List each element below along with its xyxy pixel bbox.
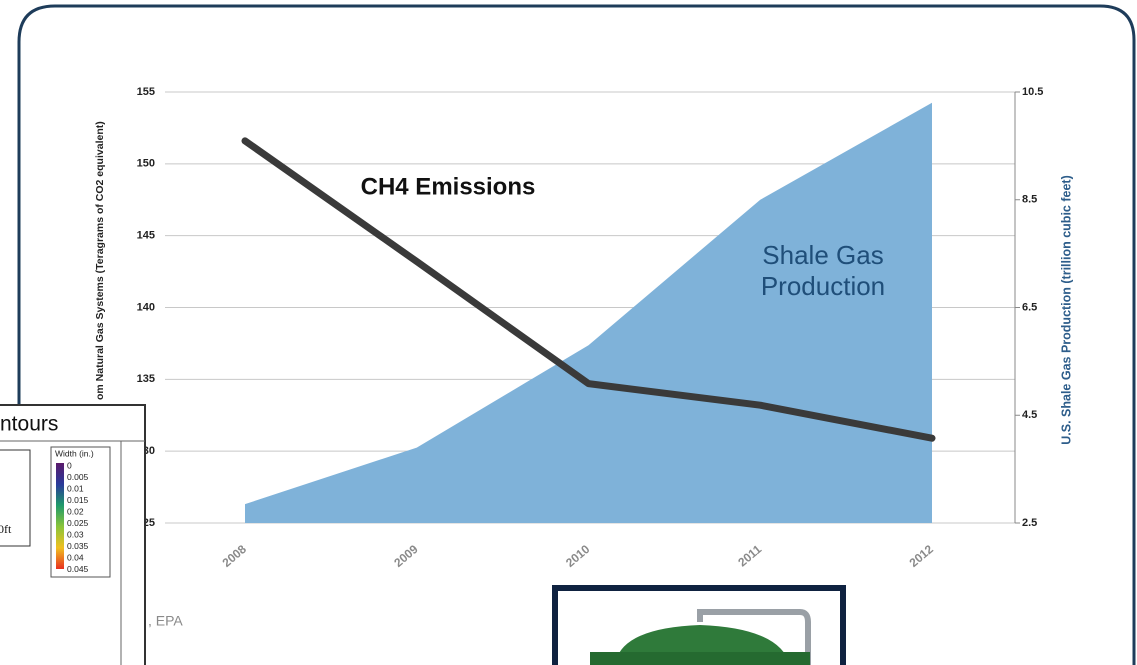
slide-frame xyxy=(17,4,1136,665)
legend-label: 0.01 xyxy=(67,483,84,493)
y2-tick-label: 6.5 xyxy=(1022,301,1037,313)
scale-label: 0ft xyxy=(0,522,12,536)
area xyxy=(245,102,932,524)
inset: ntours 0ft Width (in.) 00.0050.010.0150.… xyxy=(0,404,146,665)
y-tick-label: 155 xyxy=(137,86,155,98)
y2-tick-label: 10.5 xyxy=(1022,86,1043,98)
valve-photo xyxy=(552,585,846,665)
inset-title: ntours xyxy=(0,413,58,436)
legend-label: 0.03 xyxy=(67,529,84,539)
valve-flange xyxy=(590,652,810,665)
line-annotation: CH4 Emissions xyxy=(361,173,536,200)
plot-area: 1251301351401451501552.54.56.58.510.5200… xyxy=(137,86,1044,570)
legend-label: 0.04 xyxy=(67,552,84,562)
y-tick-label: 150 xyxy=(137,158,155,170)
y2-axis-label: U.S. Shale Gas Production (trillion cubi… xyxy=(1059,175,1073,444)
x-tick-label: 2010 xyxy=(563,542,593,570)
y2-tick-label: 4.5 xyxy=(1022,409,1037,421)
y-axis-label: om Natural Gas Systems (Teragrams of CO2… xyxy=(94,121,106,400)
y2-tick-label: 2.5 xyxy=(1022,517,1037,529)
legend-label: 0.045 xyxy=(67,564,89,574)
legend-label: 0.02 xyxy=(67,506,84,516)
y2-tick-label: 8.5 xyxy=(1022,194,1037,206)
area-annotation: Shale Gas Production xyxy=(760,240,886,301)
legend-label: 0.025 xyxy=(67,518,89,528)
legend-title: Width (in.) xyxy=(55,448,94,458)
y-tick-label: 145 xyxy=(137,230,155,242)
line xyxy=(241,137,936,442)
y-tick-label: 135 xyxy=(137,373,155,385)
x-tick-label: 2009 xyxy=(391,542,421,570)
colorbar xyxy=(56,463,64,569)
legend-label: 0 xyxy=(67,460,72,470)
source: , EPA xyxy=(148,613,183,629)
pipe xyxy=(697,609,811,665)
legend-label: 0.035 xyxy=(67,541,89,551)
legend-label: 0.005 xyxy=(67,472,89,482)
scale-box xyxy=(0,449,31,547)
legend-label: 0.015 xyxy=(67,495,89,505)
x-tick-label: 2011 xyxy=(735,542,764,570)
x-tick-label: 2008 xyxy=(220,542,250,570)
x-tick-label: 2012 xyxy=(907,542,937,570)
y-tick-label: 140 xyxy=(137,301,155,313)
